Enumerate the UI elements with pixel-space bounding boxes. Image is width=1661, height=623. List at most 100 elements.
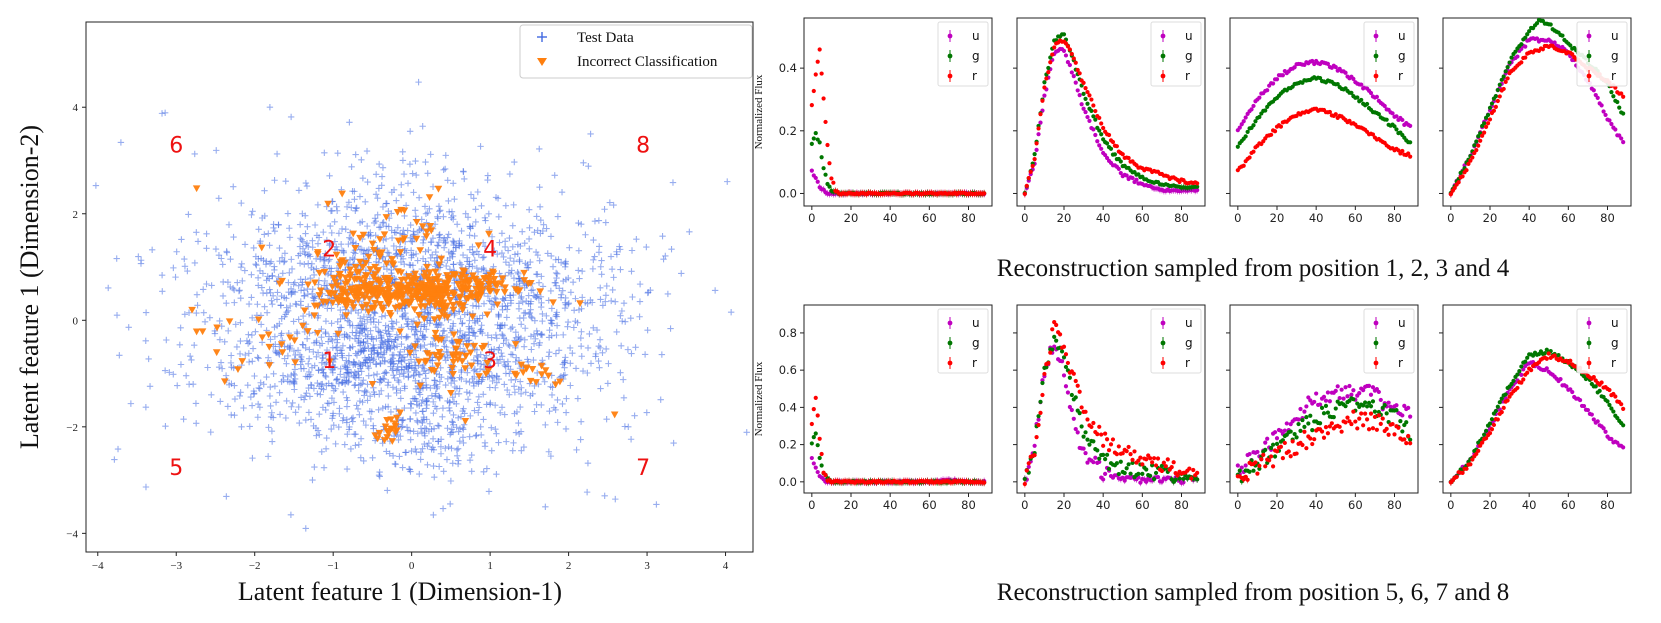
legend-label-g: g [972, 49, 980, 63]
test-data-point [421, 430, 428, 437]
scatter-legend: Test Data Incorrect Classification [519, 24, 753, 79]
test-data-point [521, 239, 528, 247]
test-data-point [296, 260, 304, 267]
test-data-point [449, 339, 457, 347]
test-data-point [272, 349, 280, 356]
incorrect-classification-point [344, 298, 353, 306]
test-data-point [561, 263, 569, 271]
test-data-point [337, 315, 344, 323]
test-data-point [208, 391, 215, 398]
test-data-point [142, 483, 150, 491]
test-data-point [546, 407, 553, 415]
test-data-point [559, 287, 566, 294]
test-data-point [563, 395, 570, 402]
incorrect-classification-point [474, 242, 483, 250]
flux-point [1548, 22, 1553, 27]
position-marker-2: 2 [322, 237, 336, 262]
test-data-point [346, 119, 353, 126]
test-data-point [460, 405, 467, 412]
flux-point [815, 443, 820, 448]
test-data-point [467, 412, 474, 420]
test-data-point [338, 225, 346, 233]
incorrect-classification-point [257, 244, 266, 252]
flux-point [1028, 169, 1033, 175]
test-data-point [267, 383, 274, 391]
test-data-point [193, 309, 200, 317]
test-data-point [558, 188, 566, 196]
test-data-point [295, 316, 302, 323]
test-data-point [272, 399, 280, 406]
test-data-point [222, 372, 230, 379]
flux-point [821, 96, 826, 101]
flux-point [1384, 117, 1389, 122]
test-data-point [743, 429, 750, 436]
test-data-point [466, 317, 473, 324]
test-data-point [322, 445, 330, 452]
position-marker-4: 4 [483, 237, 497, 262]
test-data-point [540, 221, 547, 228]
test-data-point [296, 221, 304, 228]
incorrect-classification-point [220, 378, 229, 386]
test-data-point [314, 427, 322, 434]
incorrect-classification-point [449, 306, 458, 314]
test-data-point [375, 471, 383, 479]
test-data-point [534, 227, 541, 234]
test-data-point [481, 443, 489, 450]
test-data-point [324, 305, 331, 312]
test-data-point [547, 287, 555, 295]
test-data-point [314, 201, 322, 209]
test-data-point [518, 321, 525, 328]
test-data-point [552, 312, 559, 320]
test-data-point [598, 257, 605, 264]
test-data-point [370, 422, 377, 429]
test-data-point [411, 367, 419, 374]
flux-point [1280, 73, 1285, 78]
test-data-point [369, 454, 376, 462]
test-data-point [315, 366, 322, 374]
incorrect-classification-point [356, 234, 364, 242]
test-data-point [506, 391, 513, 398]
test-data-point [302, 416, 309, 424]
x-tick-label: 60 [1561, 211, 1576, 225]
incorrect-classification-point [425, 269, 434, 277]
test-data-point [554, 270, 561, 278]
incorrect-classification-point [326, 358, 334, 366]
test-data-point [423, 326, 430, 333]
test-data-point [322, 250, 329, 257]
test-data-point [494, 250, 501, 258]
incorrect-classification-point [411, 270, 419, 278]
test-data-point [404, 227, 411, 234]
test-data-point [323, 236, 331, 244]
test-data-point [422, 381, 430, 389]
test-data-point [458, 366, 465, 374]
flux-point [1619, 136, 1624, 141]
flux-point [1251, 149, 1256, 154]
test-data-point [606, 199, 614, 206]
test-data-point [378, 313, 385, 320]
test-data-point [669, 179, 677, 186]
incorrect-classification-point [336, 263, 344, 270]
incorrect-classification-point [396, 249, 405, 256]
test-data-point [464, 369, 471, 376]
test-data-point [532, 248, 540, 256]
test-data-point [419, 123, 426, 130]
flux-point [1038, 112, 1043, 117]
incorrect-classification-point [336, 274, 344, 281]
incorrect-classification-point [431, 329, 440, 337]
test-data-point [388, 318, 395, 325]
test-data-point [367, 327, 374, 334]
test-data-point [579, 294, 586, 301]
test-data-point [437, 364, 444, 371]
flux-point [1095, 139, 1100, 144]
test-data-point [221, 338, 228, 346]
test-data-point [477, 326, 485, 333]
test-data-point [172, 273, 179, 281]
test-data-point [480, 416, 487, 423]
incorrect-classification-point [359, 279, 368, 287]
test-data-point [370, 388, 378, 396]
test-data-point [363, 222, 371, 230]
test-data-point [208, 282, 215, 289]
test-data-point [177, 361, 185, 368]
test-data-point [547, 319, 555, 327]
test-data-point [444, 177, 451, 184]
